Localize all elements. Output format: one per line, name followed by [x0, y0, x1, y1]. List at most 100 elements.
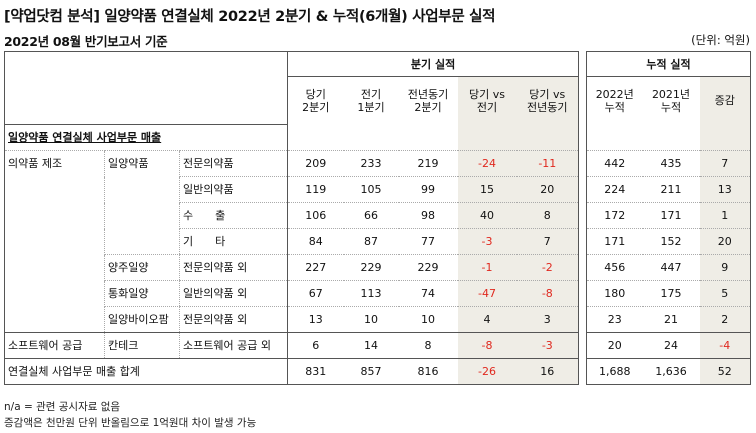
company-cell: 칸테크: [104, 332, 180, 359]
table-row: 일양바이오팜 전문의약품 외 13 10 10 4 3: [5, 306, 579, 333]
table-row: 의약품 제조 일양약품 전문의약품 209 233 219 -24 -11: [4, 150, 579, 333]
col-header-2021-cumulative: 2021년 누적: [651, 87, 691, 114]
c2021-cell: 152: [642, 228, 700, 255]
q-yoy-cell: 77: [398, 228, 458, 255]
table-row: 171 152 20: [586, 228, 751, 255]
q-cur-cell: 6: [287, 332, 344, 359]
vs-yoy-cell: 20: [516, 176, 579, 203]
segment-cell: 의약품 제조: [4, 150, 105, 333]
q-prev-cell: 229: [343, 254, 399, 281]
table-row: 224 211 13: [586, 176, 751, 203]
table-row: 456 447 9: [586, 254, 751, 281]
table-row: 소프트웨어 공급 칸테크 소프트웨어 공급 외 6 14 8 -8 -3: [4, 332, 579, 359]
vs-prev-cell: -3: [457, 228, 517, 255]
c2022-cell: 456: [586, 254, 643, 281]
table-row: 180 175 5: [586, 280, 751, 307]
c2021-cell: 171: [642, 202, 700, 229]
total-vs-yoy: 16: [516, 358, 579, 385]
q-yoy-cell: 74: [398, 280, 458, 307]
q-yoy-cell: 98: [398, 202, 458, 229]
item-cell: 일반의약품: [178, 176, 288, 203]
q-yoy-cell: 10: [398, 306, 458, 333]
change-cell: 5: [699, 280, 751, 307]
vs-prev-cell: 15: [457, 176, 517, 203]
vs-prev-cell: -24: [457, 150, 517, 177]
header-blank: [4, 51, 288, 125]
q-yoy-cell: 219: [398, 150, 458, 177]
q-yoy-cell: 99: [398, 176, 458, 203]
vs-yoy-cell: -3: [516, 332, 579, 359]
segment-cell: 소프트웨어 공급: [4, 332, 105, 359]
c2022-cell: 20: [586, 332, 643, 359]
total-q-cur: 831: [287, 358, 344, 385]
table-row: 20 24 -4: [586, 332, 751, 359]
q-cur-cell: 209: [287, 150, 344, 177]
total-vs-prev: -26: [457, 358, 517, 385]
c2021-cell: 435: [642, 150, 700, 177]
q-prev-cell: 105: [343, 176, 399, 203]
total-c2021: 1,636: [655, 365, 687, 378]
total-q-prev: 857: [360, 365, 382, 378]
q-prev-cell: 113: [343, 280, 399, 307]
table-row: 23 21 2: [586, 306, 751, 333]
q-cur-cell: 84: [287, 228, 344, 255]
col-header-previous-quarter: 전기 1분기: [357, 87, 385, 114]
table-row: 442 435 7: [586, 150, 751, 177]
table-row: 양주일양 전문의약품 외 227 229 229 -1 -2: [5, 254, 579, 281]
vs-yoy-cell: 7: [516, 228, 579, 255]
col-header-2022-cumulative: 2022년 누적: [595, 87, 634, 114]
q-prev-cell: 87: [343, 228, 399, 255]
item-cell: 수 출: [178, 202, 288, 229]
q-cur-cell: 119: [287, 176, 344, 203]
total-c2022: 1,688: [599, 365, 631, 378]
item-cell: 기 타: [178, 228, 288, 255]
change-cell: 9: [699, 254, 751, 281]
quarterly-results-table: 분기 실적 당기 2분기 전기 1분기 전년동기 2분기 당기 vs 전기 당기 vs 전…: [4, 51, 580, 385]
quarterly-group-header: 분기 실적: [287, 51, 579, 77]
change-cell: 20: [699, 228, 751, 255]
unit-label: (단위: 억원): [691, 33, 750, 47]
q-yoy-cell: 8: [398, 332, 458, 359]
c2022-cell: 171: [586, 228, 643, 255]
table-row: 기 타 84 87 77 -3 7: [5, 228, 579, 255]
q-cur-cell: 227: [287, 254, 344, 281]
change-cell: 7: [699, 150, 751, 177]
col-header-vs-year-ago: 당기 vs 전년동기: [516, 76, 579, 125]
item-cell: 전문의약품: [178, 150, 288, 177]
table-row: 172 171 1: [586, 202, 751, 229]
q-prev-cell: 233: [343, 150, 399, 177]
vs-yoy-cell: -8: [516, 280, 579, 307]
footnote-rounding: 증감액은 천만원 단위 반올림으로 1억원대 차이 발생 가능: [4, 417, 257, 429]
cumulative-group-header: 누적 실적: [586, 51, 751, 77]
q-cur-cell: 13: [287, 306, 344, 333]
company-cell: 통화일양: [104, 280, 180, 307]
item-cell: 전문의약품 외: [178, 254, 288, 281]
total-q-yoy: 816: [417, 365, 439, 378]
c2021-cell: 24: [642, 332, 700, 359]
vs-prev-cell: -47: [457, 280, 517, 307]
c2022-cell: 172: [586, 202, 643, 229]
item-cell: 일반의약품 외: [178, 280, 288, 307]
table-row: 일반의약품 119 105 99 15 20: [5, 176, 579, 203]
vs-prev-cell: 40: [457, 202, 517, 229]
col-header-current-quarter: 당기 2분기: [287, 76, 344, 125]
total-change: 52: [699, 358, 751, 385]
company-cell: 양주일양: [104, 254, 180, 281]
total-label: 연결실체 사업부문 매출 합계: [8, 365, 140, 378]
c2021-cell: 21: [642, 306, 700, 333]
item-cell: 소프트웨어 공급 외: [178, 332, 288, 359]
company-cell: 일양약품: [104, 150, 180, 255]
vs-prev-cell: -8: [457, 332, 517, 359]
q-prev-cell: 14: [343, 332, 399, 359]
col-header-vs-previous: 당기 vs 전기: [457, 76, 517, 125]
footnote-na: n/a = 관련 공시자료 없음: [4, 401, 121, 413]
col-header-year-ago-quarter: 전년동기 2분기: [407, 87, 449, 114]
company-cell: 일양바이오팜: [104, 306, 180, 333]
change-cell: 13: [699, 176, 751, 203]
vs-yoy-cell: 8: [516, 202, 579, 229]
section-label: 일양약품 연결실체 사업부문 매출: [4, 124, 288, 151]
c2022-cell: 23: [586, 306, 643, 333]
c2021-cell: 175: [642, 280, 700, 307]
c2022-cell: 180: [586, 280, 643, 307]
vs-prev-cell: -1: [457, 254, 517, 281]
